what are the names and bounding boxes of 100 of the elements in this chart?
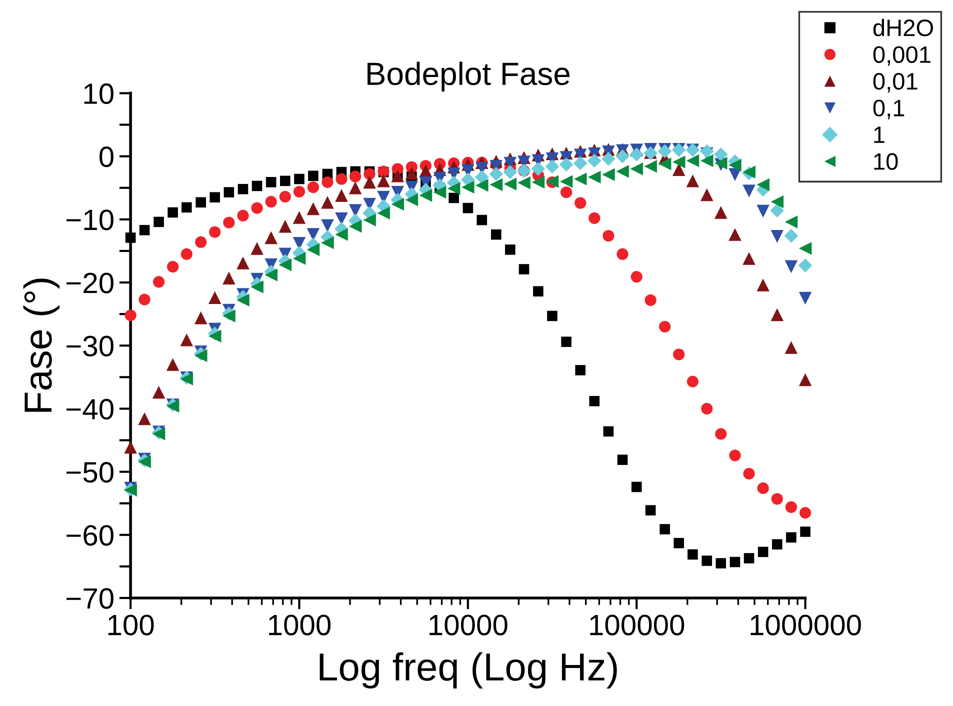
point [363,176,376,189]
point [252,180,262,192]
point [784,341,798,354]
y-tick-label: 10 [84,83,114,104]
point [672,163,686,176]
point [447,182,460,195]
point [278,258,292,272]
point [335,228,348,241]
point [630,162,644,176]
point [209,226,221,238]
point [673,348,685,360]
point [222,310,236,322]
point [532,176,545,189]
point [474,170,489,184]
point [264,268,278,282]
point [645,505,656,516]
point [180,334,194,346]
point [674,538,684,548]
point [518,176,530,190]
point [490,178,503,192]
point [616,149,630,164]
point [545,159,560,174]
point [742,252,756,265]
point [266,177,276,188]
point [518,264,530,274]
point [770,204,784,218]
point [448,192,459,204]
point [716,558,726,568]
point [800,526,810,537]
point [152,386,166,399]
point [560,186,572,198]
point [756,178,770,192]
point [644,160,657,173]
point [531,162,546,176]
point [602,230,614,242]
point [307,181,320,194]
point [462,202,474,214]
point [251,202,263,214]
y-tick-label: −40 [66,398,114,420]
point [196,197,206,208]
point [405,193,418,206]
point [238,184,248,194]
point [770,195,784,208]
point [588,170,601,184]
point [433,186,446,199]
point [573,156,588,170]
point [743,468,755,480]
point [222,272,236,284]
point [756,204,770,218]
point [575,365,586,376]
point [306,228,320,241]
point [561,336,572,347]
point [672,156,686,168]
point [180,248,192,260]
point [660,524,670,534]
point [195,236,207,248]
point [350,170,362,182]
y-tick-label: −20 [66,272,114,294]
point [292,211,306,224]
point [587,154,602,168]
point [786,532,796,543]
point [181,202,192,213]
point [798,292,812,305]
point [505,244,516,255]
point [785,501,798,513]
x-tick-label: 1000000 [750,614,861,636]
x-tick-label: 1000 [269,614,331,636]
point [125,232,136,243]
point [336,173,348,185]
point [166,260,179,273]
point [391,198,404,211]
point [138,294,150,306]
point [279,190,291,202]
point [533,286,544,296]
point [658,144,672,158]
point [321,196,334,209]
point [504,178,517,190]
point [784,228,798,243]
point [574,197,586,209]
point [714,147,728,162]
point [784,260,798,274]
point [771,493,783,505]
x-axis-title: Log freq (Log Hz) [320,652,617,689]
point [798,373,812,386]
point [124,440,137,454]
point [223,216,235,228]
point [236,256,250,270]
y-tick-label: −50 [66,462,114,483]
y-tick-label: 0 [100,146,114,168]
point [363,214,376,226]
legend-label: 0,1 [873,100,904,120]
point [700,188,714,202]
point [124,309,136,322]
legend-label: 0,01 [873,72,918,92]
legend-label: 1 [874,126,884,143]
point [602,152,616,166]
point [364,168,376,180]
point [799,506,812,519]
point [631,482,642,492]
point [772,539,782,550]
